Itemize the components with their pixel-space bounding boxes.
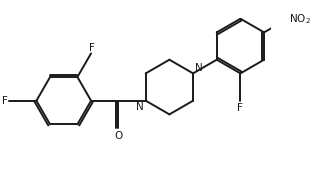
Text: F: F [89, 43, 95, 53]
Text: N: N [136, 102, 144, 112]
Text: NO$_2$: NO$_2$ [290, 12, 311, 26]
Text: F: F [2, 96, 7, 106]
Text: O: O [114, 131, 123, 141]
Text: F: F [238, 103, 244, 113]
Text: N: N [195, 63, 202, 72]
